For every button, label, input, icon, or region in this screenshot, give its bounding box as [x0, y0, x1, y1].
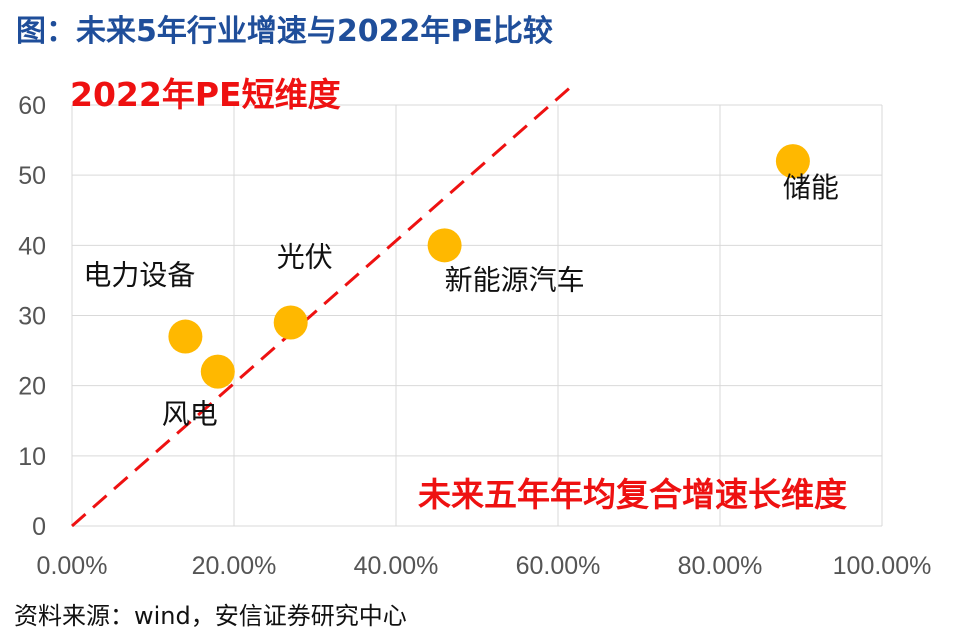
data-points	[168, 144, 810, 389]
y-tick-label: 0	[32, 513, 46, 541]
data-point-label: 电力设备	[83, 259, 195, 292]
data-point	[168, 319, 203, 354]
source-note: 资料来源：wind，安信证券研究中心	[14, 602, 407, 630]
data-point	[200, 354, 235, 389]
data-point	[427, 228, 462, 263]
data-point-label: 新能源汽车	[445, 263, 585, 296]
x-tick-label: 80.00%	[678, 552, 763, 580]
data-point	[775, 144, 810, 179]
x-axis-ticks: 0.00% 20.00% 40.00% 60.00% 80.00% 100.00%	[37, 552, 932, 580]
x-tick-label: 60.00%	[516, 552, 601, 580]
y-tick-label: 40	[18, 232, 46, 260]
x-tick-label: 100.00%	[833, 552, 932, 580]
chart-title: 图：未来5年行业增速与2022年PE比较	[16, 14, 553, 49]
reference-line	[71, 82, 576, 528]
y-tick-label: 10	[18, 443, 46, 471]
y-tick-label: 60	[18, 92, 46, 120]
y-tick-label: 50	[18, 162, 46, 190]
data-point-label: 光伏	[277, 241, 333, 274]
data-point-label: 风电	[162, 398, 218, 431]
dashed-reference-line	[71, 82, 576, 528]
x-tick-label: 40.00%	[354, 552, 439, 580]
data-point	[273, 305, 308, 340]
y-axis-ticks: 0 10 20 30 40 50 60	[18, 92, 46, 541]
y-tick-label: 20	[18, 373, 46, 401]
grid	[71, 104, 883, 527]
y-axis-title: 2022年PE短维度	[70, 75, 341, 114]
y-tick-label: 30	[18, 303, 46, 331]
data-point-label: 储能	[783, 171, 839, 204]
x-tick-label: 0.00%	[37, 552, 108, 580]
x-tick-label: 20.00%	[192, 552, 277, 580]
x-axis-title: 未来五年年均复合增速长维度	[418, 475, 847, 514]
